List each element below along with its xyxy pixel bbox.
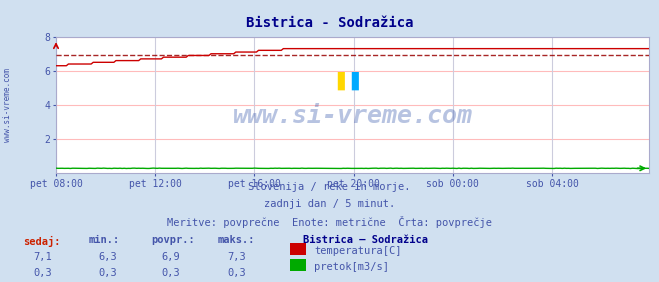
- Text: 0,3: 0,3: [161, 268, 180, 278]
- Text: 7,3: 7,3: [227, 252, 246, 262]
- Text: 6,9: 6,9: [161, 252, 180, 262]
- Text: 0,3: 0,3: [227, 268, 246, 278]
- Text: min.:: min.:: [89, 235, 120, 245]
- Text: 0,3: 0,3: [33, 268, 51, 278]
- Text: temperatura[C]: temperatura[C]: [314, 246, 402, 256]
- Text: zadnji dan / 5 minut.: zadnji dan / 5 minut.: [264, 199, 395, 209]
- Text: Meritve: povprečne  Enote: metrične  Črta: povprečje: Meritve: povprečne Enote: metrične Črta:…: [167, 216, 492, 228]
- Text: 0,3: 0,3: [99, 268, 117, 278]
- Text: sedaj:: sedaj:: [23, 235, 61, 246]
- Text: Bistrica - Sodražica: Bistrica - Sodražica: [246, 16, 413, 30]
- Text: ▌: ▌: [351, 71, 364, 90]
- Text: maks.:: maks.:: [217, 235, 255, 245]
- Text: povpr.:: povpr.:: [152, 235, 195, 245]
- Text: 6,3: 6,3: [99, 252, 117, 262]
- Text: www.si-vreme.com: www.si-vreme.com: [233, 104, 473, 128]
- Text: pretok[m3/s]: pretok[m3/s]: [314, 262, 389, 272]
- Text: Bistrica – Sodražica: Bistrica – Sodražica: [303, 235, 428, 245]
- Text: www.si-vreme.com: www.si-vreme.com: [3, 68, 13, 142]
- Text: Slovenija / reke in morje.: Slovenija / reke in morje.: [248, 182, 411, 192]
- Text: 7,1: 7,1: [33, 252, 51, 262]
- Text: ▌: ▌: [337, 71, 351, 90]
